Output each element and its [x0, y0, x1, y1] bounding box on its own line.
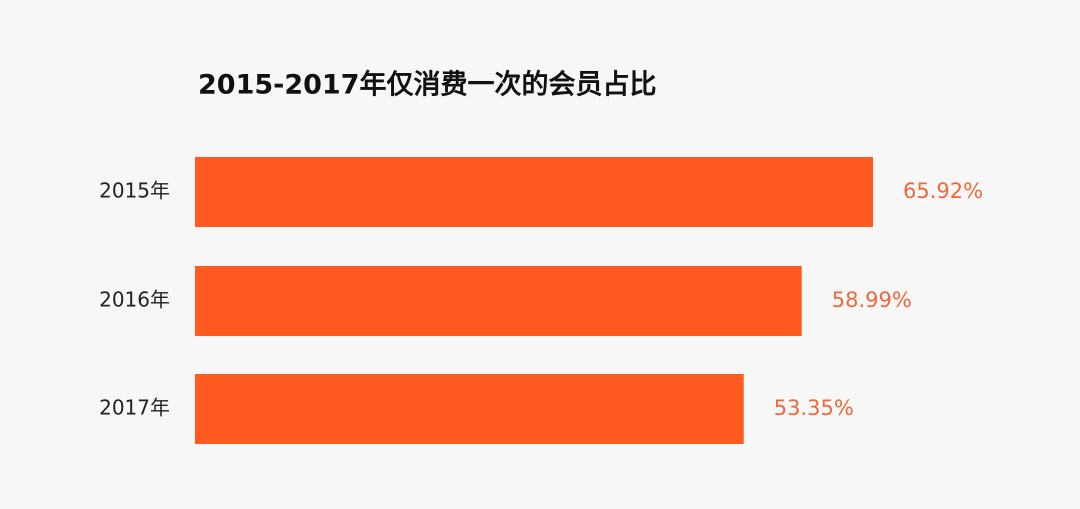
- value-label: 58.99%: [832, 288, 912, 312]
- chart-title: 2015-2017年仅消费一次的会员占比: [198, 69, 657, 101]
- y-tick-label: 2017年: [99, 396, 170, 420]
- value-label: 53.35%: [774, 396, 854, 420]
- bar: [195, 266, 802, 336]
- value-label: 65.92%: [903, 179, 983, 203]
- y-tick-label: 2016年: [99, 288, 170, 312]
- bar: [195, 374, 744, 444]
- y-tick-label: 2015年: [99, 179, 170, 203]
- bar: [195, 157, 873, 227]
